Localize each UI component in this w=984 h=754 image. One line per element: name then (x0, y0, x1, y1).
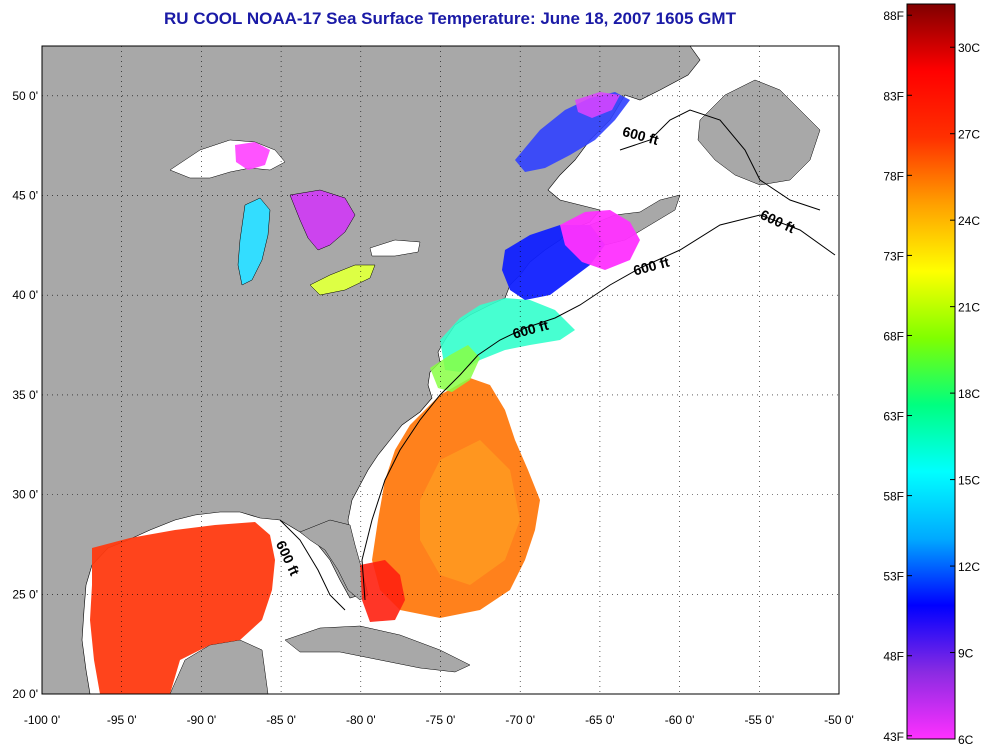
latitude-tick-label: 25 0' (12, 587, 38, 601)
grid-lines (42, 46, 839, 694)
latitude-tick-label: 30 0' (12, 488, 38, 502)
colorbar-fahrenheit-label: 53F (883, 570, 904, 584)
colorbar-celsius-label: 30C (958, 41, 980, 55)
sst-st-lawrence-magenta (575, 92, 620, 118)
colorbar-scale (906, 3, 956, 740)
colorbar-celsius-label: 24C (958, 214, 980, 228)
colorbar-fahrenheit-label: 63F (883, 410, 904, 424)
sst-shelf-green (430, 345, 480, 392)
colorbar-celsius-label: 6C (958, 733, 974, 747)
map-title: RU COOL NOAA-17 Sea Surface Temperature:… (164, 9, 736, 28)
longitude-tick-label: -50 0' (824, 713, 854, 727)
colorbar-celsius-label: 18C (958, 387, 980, 401)
colorbar-fahrenheit-label: 88F (883, 9, 904, 23)
longitude-tick-label: -70 0' (505, 713, 535, 727)
sst-florida-straits (360, 560, 405, 622)
sst-bay-of-fundy (560, 210, 640, 270)
sst-lake-superior-east (235, 142, 270, 170)
colorbar-celsius-label: 21C (958, 301, 980, 315)
longitude-tick-label: -100 0' (24, 713, 60, 727)
colorbar-celsius-label: 15C (958, 474, 980, 488)
longitude-tick-label: -55 0' (744, 713, 774, 727)
lake-erie (309, 264, 376, 296)
sst-sargasso-orange (420, 440, 520, 585)
isobath-600ft (279, 109, 836, 611)
latitude-tick-label: 35 0' (12, 388, 38, 402)
longitude-tick-label: -85 0' (266, 713, 296, 727)
colorbar-fahrenheit-label: 58F (883, 490, 904, 504)
colorbar-fahrenheit-label: 78F (883, 169, 904, 183)
longitude-tick-label: -65 0' (585, 713, 615, 727)
colorbar-celsius-labels: 30C 27C 24C 21C 18C 15C 12C 9C 6C (950, 41, 980, 747)
latitude-tick-label: 20 0' (12, 687, 38, 701)
longitude-tick-label: -80 0' (346, 713, 376, 727)
colorbar-celsius-label: 9C (958, 647, 974, 661)
longitude-tick-label: -95 0' (107, 713, 137, 727)
latitude-axis: 20 0' 25 0' 30 0' 35 0' 40 0' 45 0' 50 0' (12, 89, 38, 701)
land-north-america (42, 46, 701, 694)
longitude-tick-label: -90 0' (187, 713, 217, 727)
colorbar-fahrenheit-label: 43F (883, 730, 904, 744)
latitude-tick-label: 45 0' (12, 189, 38, 203)
longitude-tick-label: -60 0' (665, 713, 695, 727)
land-newfoundland (697, 79, 821, 186)
longitude-tick-label: -75 0' (426, 713, 456, 727)
lake-ontario (369, 239, 421, 257)
colorbar-fahrenheit-label: 83F (883, 89, 904, 103)
lake-huron (289, 189, 356, 251)
colorbar-fahrenheit-label: 68F (883, 329, 904, 343)
land-cuba (284, 625, 471, 673)
colorbar-celsius-label: 12C (958, 560, 980, 574)
latitude-tick-label: 50 0' (12, 89, 38, 103)
colorbar-celsius-label: 27C (958, 128, 980, 142)
longitude-axis: -100 0' -95 0' -90 0' -85 0' -80 0' -75 0' -70… (24, 713, 854, 727)
colorbar-fahrenheit-label: 48F (883, 650, 904, 664)
lake-michigan (237, 197, 271, 286)
plot-frame (41, 45, 840, 695)
colorbar-fahrenheit-label: 73F (883, 249, 904, 263)
latitude-tick-label: 40 0' (12, 288, 38, 302)
sst-gulf-of-mexico (90, 522, 275, 694)
colorbar-fahrenheit-labels: 88F 83F 78F 73F 68F 63F 58F 53F 48F 43F (883, 9, 912, 744)
